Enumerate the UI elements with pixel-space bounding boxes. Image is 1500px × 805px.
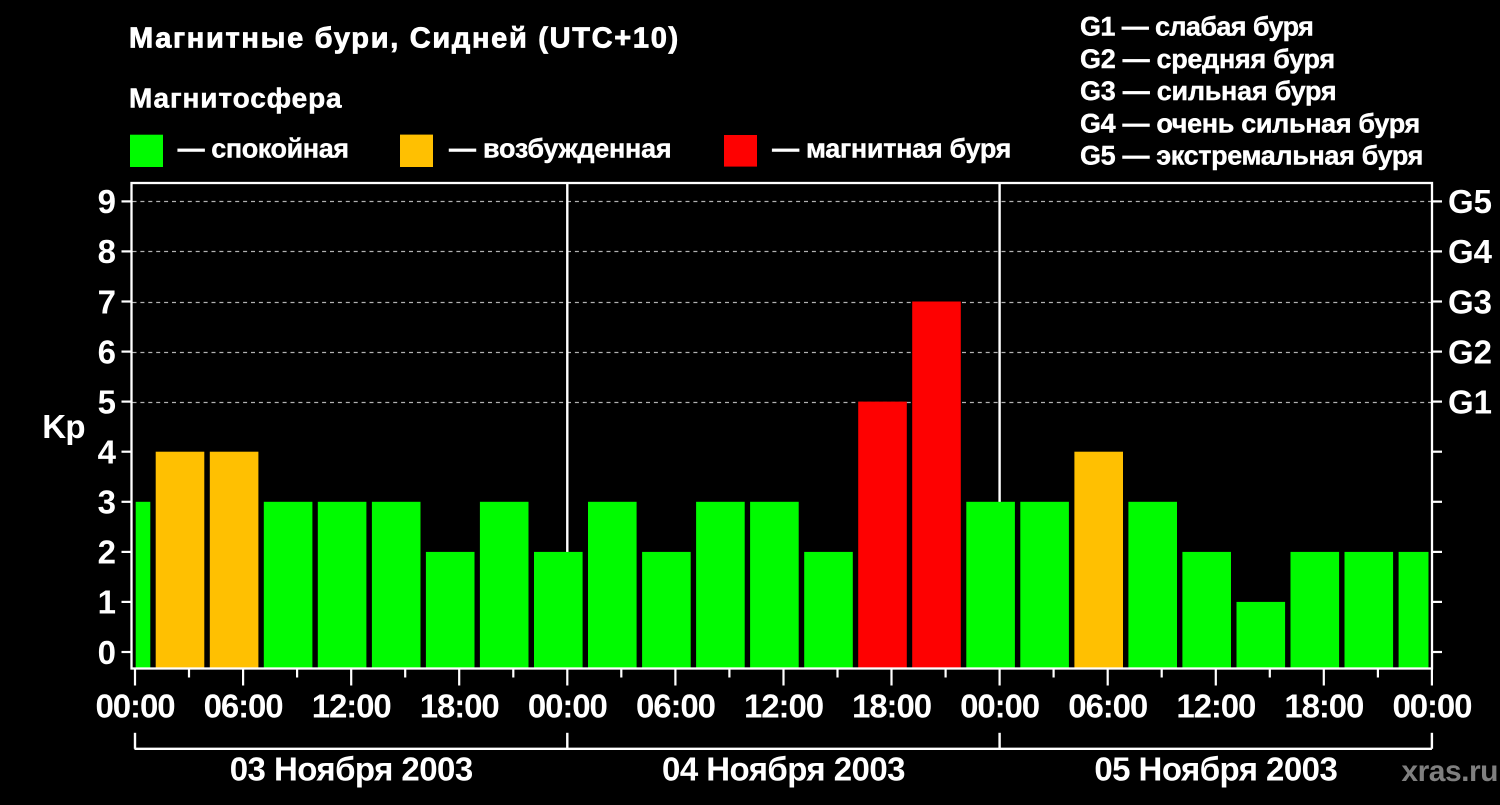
svg-text:0: 0 xyxy=(98,634,116,671)
svg-text:04 Ноября 2003: 04 Ноября 2003 xyxy=(662,751,905,788)
svg-text:G3: G3 xyxy=(1448,283,1492,320)
svg-text:7: 7 xyxy=(98,283,116,320)
svg-text:18:00: 18:00 xyxy=(1284,688,1363,725)
svg-text:G5: G5 xyxy=(1448,183,1492,220)
svg-text:06:00: 06:00 xyxy=(204,688,283,725)
svg-text:6: 6 xyxy=(98,333,116,370)
svg-text:12:00: 12:00 xyxy=(312,688,391,725)
svg-text:06:00: 06:00 xyxy=(1068,688,1147,725)
svg-text:G4: G4 xyxy=(1448,233,1493,270)
svg-text:03 Ноября 2003: 03 Ноября 2003 xyxy=(230,751,473,788)
svg-text:Магнитные бури, Сидней (UTC+10: Магнитные бури, Сидней (UTC+10) xyxy=(129,23,680,55)
svg-text:00:00: 00:00 xyxy=(960,688,1039,725)
svg-text:12:00: 12:00 xyxy=(1176,688,1255,725)
svg-text:06:00: 06:00 xyxy=(636,688,715,725)
svg-text:G1 — слабая буря: G1 — слабая буря xyxy=(1080,12,1313,42)
svg-text:1: 1 xyxy=(98,584,116,621)
svg-text:5: 5 xyxy=(98,383,116,420)
svg-text:05 Ноября 2003: 05 Ноября 2003 xyxy=(1094,751,1337,788)
svg-text:4: 4 xyxy=(98,434,117,471)
svg-text:G2: G2 xyxy=(1448,333,1492,370)
svg-text:G4 — очень сильная буря: G4 — очень сильная буря xyxy=(1080,108,1420,138)
svg-text:G1: G1 xyxy=(1448,383,1492,420)
svg-text:G3 — сильная буря: G3 — сильная буря xyxy=(1080,76,1336,106)
svg-text:8: 8 xyxy=(98,233,116,270)
svg-text:00:00: 00:00 xyxy=(96,688,175,725)
svg-text:00:00: 00:00 xyxy=(1392,688,1471,725)
svg-text:2: 2 xyxy=(98,534,116,571)
svg-text:3: 3 xyxy=(98,484,116,521)
svg-text:9: 9 xyxy=(98,183,116,220)
svg-text:xras.ru: xras.ru xyxy=(1401,755,1498,788)
svg-text:18:00: 18:00 xyxy=(420,688,499,725)
svg-text:Kp: Kp xyxy=(42,408,85,445)
svg-text:00:00: 00:00 xyxy=(528,688,607,725)
svg-text:— спокойная: — спокойная xyxy=(178,134,349,164)
svg-text:18:00: 18:00 xyxy=(852,688,931,725)
svg-text:G5 — экстремальная буря: G5 — экстремальная буря xyxy=(1080,141,1423,171)
svg-text:Магнитосфера: Магнитосфера xyxy=(129,83,343,114)
svg-text:G2 — средняя буря: G2 — средняя буря xyxy=(1080,44,1335,74)
svg-text:12:00: 12:00 xyxy=(744,688,823,725)
svg-text:— возбужденная: — возбужденная xyxy=(449,134,671,164)
svg-text:— магнитная буря: — магнитная буря xyxy=(772,134,1011,164)
